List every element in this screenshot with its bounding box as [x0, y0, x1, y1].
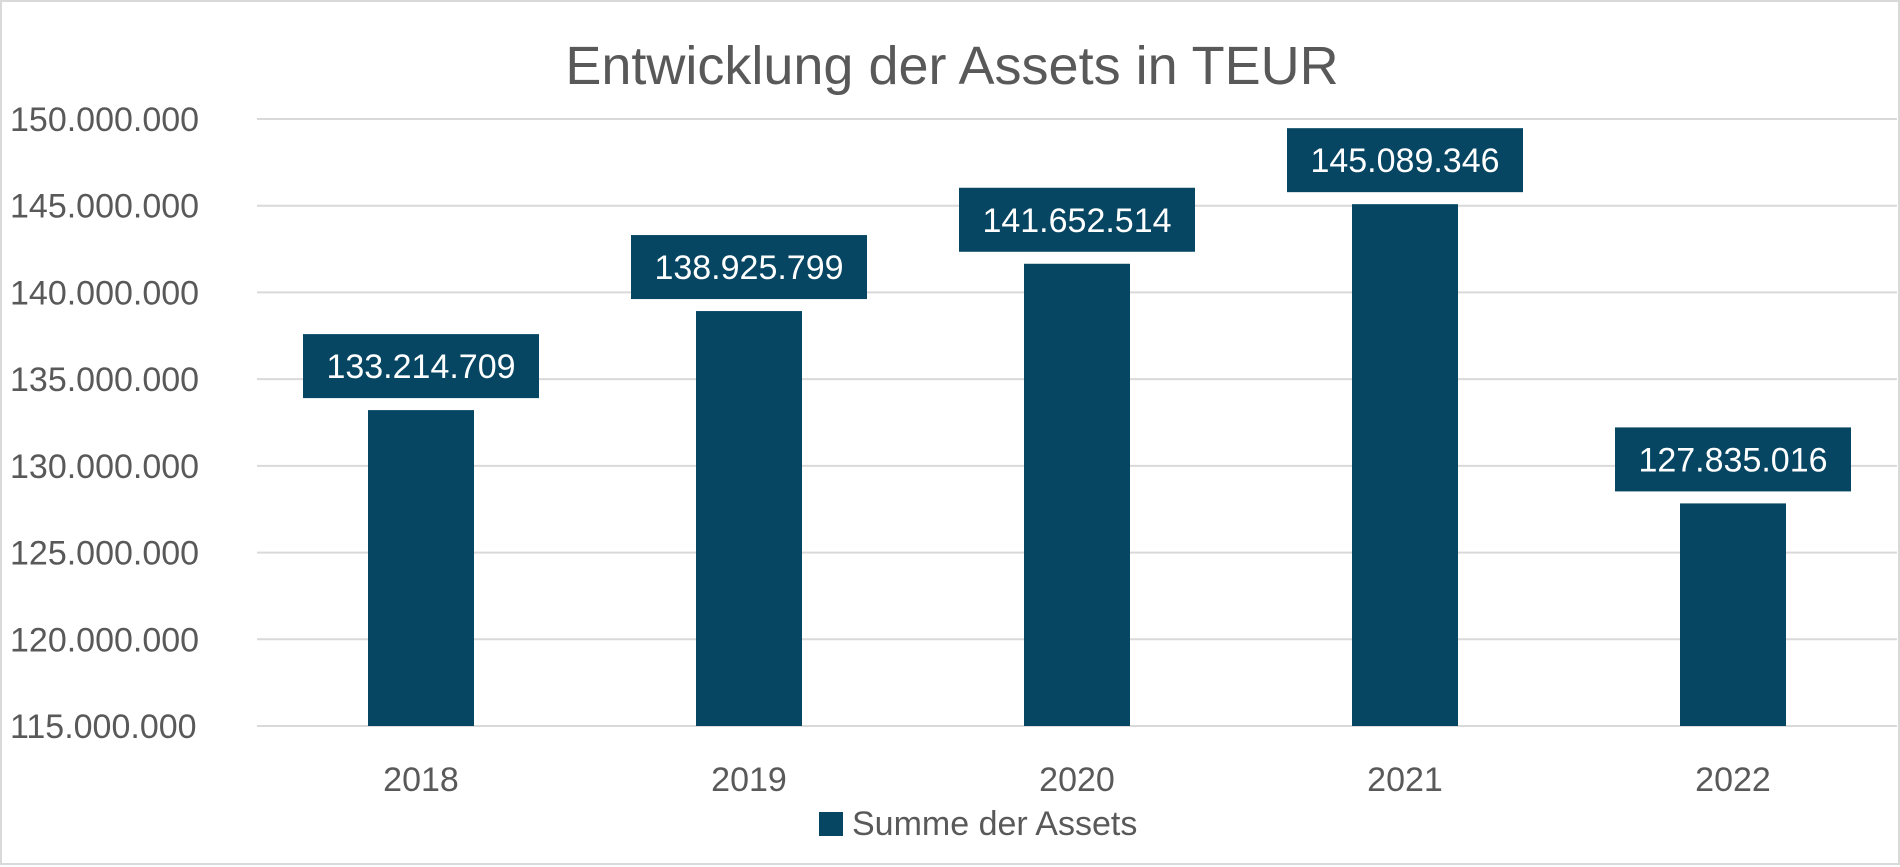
data-label: 133.214.709: [326, 348, 515, 386]
bar-2019: [696, 311, 802, 726]
y-tick-label: 135.000.000: [10, 361, 199, 399]
y-tick-label: 130.000.000: [10, 448, 199, 486]
bar-2021: [1352, 204, 1458, 726]
y-axis-ticks: 115.000.000 120.000.000 125.000.000 130.000…: [10, 101, 199, 746]
chart-title: Entwicklung der Assets in TEUR: [565, 36, 1338, 96]
data-label-box: [631, 235, 867, 300]
legend: Summe der Assets: [819, 805, 1137, 843]
x-tick-label: 2022: [1695, 761, 1771, 799]
data-label: 141.652.514: [982, 202, 1171, 240]
y-tick-label: 120.000.000: [10, 621, 199, 659]
y-tick-label: 125.000.000: [10, 535, 199, 573]
data-label-box: [1615, 427, 1851, 492]
x-tick-label: 2020: [1039, 761, 1115, 799]
legend-swatch: [819, 812, 843, 836]
x-tick-label: 2021: [1367, 761, 1443, 799]
data-label-box: [1287, 128, 1523, 193]
x-tick-label: 2018: [383, 761, 459, 799]
bar-2022: [1680, 503, 1786, 726]
x-tick-label: 2019: [711, 761, 787, 799]
y-tick-label: 145.000.000: [10, 188, 199, 226]
bar-2018: [368, 410, 474, 726]
bar-2020: [1024, 263, 1130, 726]
y-tick-label: 140.000.000: [10, 274, 199, 312]
legend-label: Summe der Assets: [852, 805, 1137, 843]
y-tick-label: 115.000.000: [10, 708, 197, 746]
data-label: 138.925.799: [654, 249, 843, 287]
data-label: 145.089.346: [1310, 142, 1499, 180]
data-label-box: [303, 334, 539, 399]
bars: [368, 204, 1786, 726]
data-label-box: [959, 187, 1195, 252]
x-axis-ticks: 2018 2019 2020 2021 2022: [383, 761, 1771, 799]
data-label: 127.835.016: [1638, 441, 1827, 479]
data-labels: 133.214.709 138.925.799 141.652.514 145.089…: [303, 128, 1851, 492]
y-tick-label: 150.000.000: [10, 101, 199, 139]
